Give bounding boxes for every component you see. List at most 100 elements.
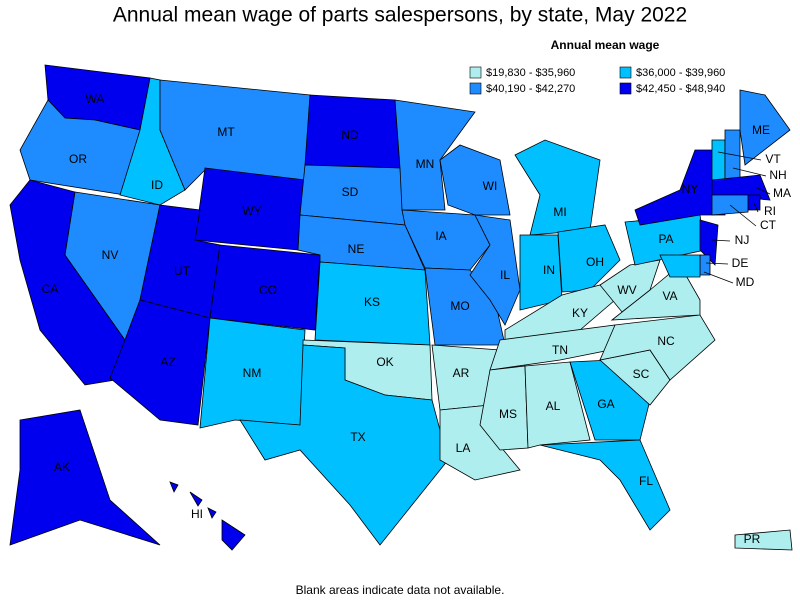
state-label: MN (416, 157, 435, 171)
state-label: MI (553, 205, 566, 219)
state-shape (424, 267, 506, 346)
state-shape (734, 529, 793, 551)
state-label: AZ (160, 355, 175, 369)
state-shape (711, 174, 771, 201)
state-label: TX (350, 430, 365, 444)
state-shape (659, 254, 701, 278)
state-label: UT (174, 264, 191, 278)
state-label: IL (500, 268, 510, 282)
legend-swatch (469, 82, 482, 95)
state-label: OR (69, 152, 87, 166)
state-shape (169, 481, 179, 493)
state-labels: WA OR CA NV ID MT WY UT CO AZ NM ND SD NE KS OK TX MN IA MO… (42, 92, 791, 546)
state-shape (239, 344, 449, 546)
state-label: CT (760, 218, 777, 232)
state-label: NY (682, 182, 699, 196)
state-shape (439, 144, 511, 216)
state-shape (394, 99, 476, 211)
legend-title: Annual mean wage (551, 38, 660, 52)
state-label: MS (499, 407, 517, 421)
state-label: PR (744, 532, 761, 546)
state-label: ND (341, 128, 359, 142)
states (9, 64, 793, 551)
state-label: NM (243, 366, 262, 380)
state-label: WV (617, 283, 636, 297)
footnote: Blank areas indicate data not available. (296, 583, 505, 597)
state-label: MT (217, 125, 235, 139)
leader-line (729, 204, 757, 227)
state-label: OH (586, 255, 604, 269)
state-shape (479, 365, 529, 451)
state-label: TN (552, 343, 568, 357)
legend-label: $19,830 - $35,960 (486, 67, 575, 79)
state-label: AK (54, 460, 70, 474)
state-label: HI (191, 507, 203, 521)
state-shape (189, 491, 203, 507)
state-label: MA (773, 186, 791, 200)
state-label: IN (543, 263, 555, 277)
leader-line (705, 262, 729, 265)
state-label: VA (662, 289, 677, 303)
state-label: NJ (735, 233, 750, 247)
state-label: NC (657, 334, 675, 348)
state-label: MO (450, 299, 469, 313)
leader-line (753, 202, 759, 213)
state-label: CA (42, 282, 59, 296)
state-shape (599, 259, 661, 313)
state-label: AL (546, 399, 561, 413)
state-label: ME (752, 123, 770, 137)
state-label: CO (259, 283, 277, 297)
legend-swatch (619, 82, 632, 95)
state-shape (209, 244, 321, 331)
leader-line (754, 186, 771, 195)
state-label: AR (453, 366, 470, 380)
state-shape (711, 139, 726, 181)
state-shape (539, 439, 671, 531)
leader-line (732, 167, 767, 177)
state-label: LA (456, 441, 471, 455)
state-shape (739, 89, 791, 166)
state-label: ID (151, 178, 163, 192)
legend-swatch (619, 66, 632, 79)
state-label: MD (736, 275, 755, 289)
state-label: KS (364, 295, 380, 309)
legend-swatch (469, 66, 482, 79)
legend-label: $42,450 - $48,940 (636, 83, 725, 95)
state-shape (221, 519, 246, 551)
state-label: KY (572, 306, 588, 320)
state-shape (514, 139, 601, 236)
leader-line (717, 151, 762, 161)
legend-label: $40,190 - $42,270 (486, 83, 575, 95)
state-shape (747, 194, 761, 211)
state-shape (207, 507, 217, 519)
state-label: IA (435, 229, 446, 243)
state-shape (557, 224, 621, 293)
state-shape (489, 324, 616, 371)
legend-label: $36,000 - $39,960 (636, 67, 725, 79)
leader-line (703, 271, 734, 284)
state-label: WA (86, 92, 105, 106)
state-label: NH (769, 168, 786, 182)
state-label: NV (102, 248, 119, 262)
state-label: FL (639, 474, 653, 488)
state-label: GA (597, 397, 614, 411)
state-label: RI (764, 204, 776, 218)
state-label: OK (376, 355, 393, 369)
title: Annual mean wage of parts salespersons, … (113, 4, 687, 27)
state-label: SC (633, 367, 650, 381)
state-shape (524, 361, 591, 449)
state-label: WY (242, 204, 261, 218)
state-label: VT (765, 152, 781, 166)
state-label: NE (348, 242, 365, 256)
leader-line (711, 239, 731, 242)
state-label: SD (342, 185, 359, 199)
state-label: PA (658, 232, 673, 246)
legend: $19,830 - $35,960 $36,000 - $39,960 $40,19… (469, 66, 725, 95)
state-shape (699, 219, 719, 266)
state-label: DE (732, 256, 749, 270)
state-shape (469, 214, 521, 326)
state-shape (634, 149, 726, 226)
state-label: WI (483, 179, 498, 193)
state-shape (9, 409, 161, 546)
